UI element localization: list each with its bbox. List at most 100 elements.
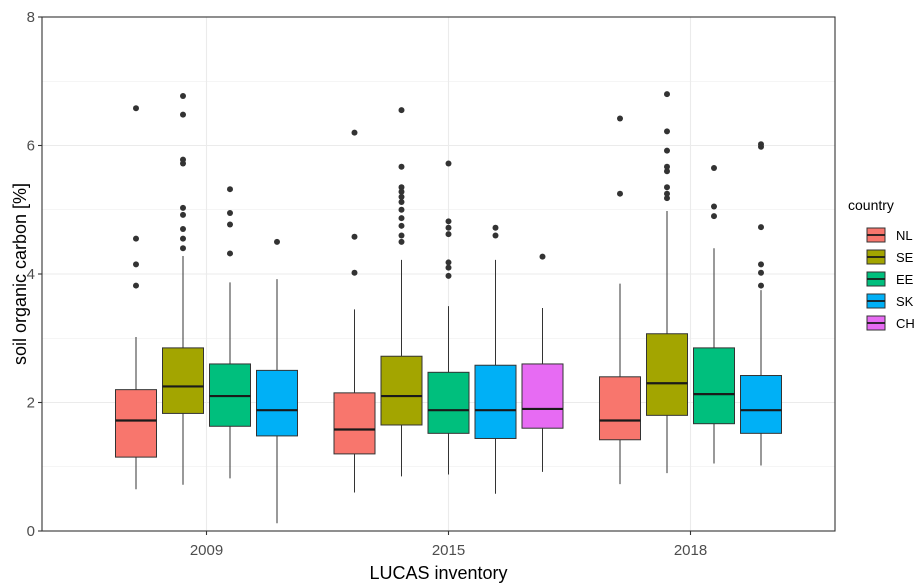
x-tick-label: 2009	[190, 542, 223, 559]
box-se-2018	[646, 91, 688, 474]
outlier-point	[492, 232, 499, 239]
outlier-point	[180, 245, 186, 252]
outlier-point	[664, 147, 670, 154]
outlier-point	[398, 215, 405, 222]
outlier-point	[180, 111, 186, 118]
outlier-point	[398, 206, 405, 213]
y-tick-label: 4	[27, 266, 35, 283]
box-iqr	[115, 389, 157, 458]
outlier-point	[180, 226, 186, 233]
legend-label: SK	[896, 294, 914, 309]
box-iqr	[256, 369, 298, 437]
outlier-point	[758, 282, 764, 289]
outlier-point	[445, 231, 452, 238]
legend-item-ee: EE	[865, 270, 914, 288]
outlier-point	[398, 232, 405, 239]
outlier-point	[445, 224, 452, 231]
box-iqr	[693, 347, 735, 425]
box-ee-2009	[209, 186, 251, 479]
box-sk-2018	[740, 141, 782, 466]
legend-label: SE	[896, 250, 914, 265]
outlier-point	[617, 115, 623, 122]
outlier-point	[351, 129, 358, 136]
outlier-point	[398, 193, 405, 200]
outlier-point	[664, 168, 670, 175]
outlier-point	[711, 213, 717, 220]
legend-label: EE	[896, 272, 914, 287]
box-se-2009	[162, 93, 204, 485]
outlier-point	[758, 269, 764, 276]
outlier-point	[445, 264, 452, 271]
outlier-point	[711, 203, 717, 210]
outlier-point	[227, 186, 233, 193]
outlier-point	[180, 211, 186, 218]
outlier-point	[398, 188, 405, 195]
box-iqr	[162, 347, 204, 414]
outlier-point	[758, 141, 764, 148]
x-tick-label: 2018	[674, 542, 707, 559]
outlier-point	[664, 190, 670, 197]
legend-label: NL	[896, 228, 913, 243]
box-iqr	[521, 363, 564, 429]
box-iqr	[474, 364, 517, 439]
box-ee-2015	[427, 160, 470, 475]
box-nl-2009	[115, 105, 157, 490]
x-axis-title: LUCAS inventory	[369, 563, 507, 583]
outlier-point	[664, 184, 670, 191]
outlier-point	[180, 93, 186, 100]
outlier-point	[664, 195, 670, 202]
outlier-point	[664, 128, 670, 135]
outlier-point	[617, 190, 623, 197]
outlier-point	[445, 160, 452, 167]
outlier-point	[539, 253, 546, 260]
box-iqr	[333, 392, 376, 455]
outlier-point	[664, 91, 670, 98]
box-iqr	[599, 376, 641, 441]
outlier-point	[180, 156, 186, 163]
outlier-point	[398, 184, 405, 191]
box-iqr	[740, 375, 782, 434]
y-tick-label: 8	[27, 9, 35, 26]
outlier-point	[133, 261, 139, 268]
outlier-point	[758, 261, 764, 268]
x-axis: 2009 2015 2018	[190, 531, 707, 559]
legend-item-nl: NL	[865, 226, 913, 244]
outlier-point	[398, 238, 405, 245]
outlier-point	[445, 272, 452, 279]
y-tick-label: 2	[27, 395, 35, 412]
box-sk-2009	[256, 238, 298, 524]
box-sk-2015	[474, 224, 517, 494]
outlier-point	[227, 221, 233, 228]
box-series	[115, 91, 782, 524]
box-nl-2015	[333, 129, 376, 493]
outlier-point	[351, 233, 358, 240]
box-nl-2018	[599, 115, 641, 485]
outlier-point	[445, 259, 452, 266]
outlier-point	[398, 222, 405, 229]
box-ch-2015	[521, 253, 564, 472]
legend-title: country	[848, 197, 894, 213]
box-iqr	[380, 355, 423, 426]
box-se-2015	[380, 107, 423, 477]
outlier-point	[398, 163, 405, 170]
outlier-point	[133, 235, 139, 242]
box-iqr	[427, 371, 470, 434]
outlier-point	[133, 282, 139, 289]
y-axis-title: soil organic carbon [%]	[10, 183, 30, 365]
y-axis: 0 2 4 6 8	[27, 9, 42, 540]
legend-item-ch: CH	[865, 314, 915, 332]
outlier-point	[758, 224, 764, 231]
outlier-point	[351, 269, 358, 276]
outlier-point	[711, 164, 717, 171]
outlier-point	[398, 199, 405, 206]
legend-label: CH	[896, 316, 915, 331]
outlier-point	[180, 204, 186, 211]
y-tick-label: 6	[27, 138, 35, 155]
legend: country NL SE EE SK CH	[848, 197, 915, 332]
outlier-point	[398, 107, 405, 114]
box-iqr	[646, 333, 688, 416]
outlier-point	[227, 250, 233, 257]
outlier-point	[664, 163, 670, 170]
outlier-point	[227, 209, 233, 216]
